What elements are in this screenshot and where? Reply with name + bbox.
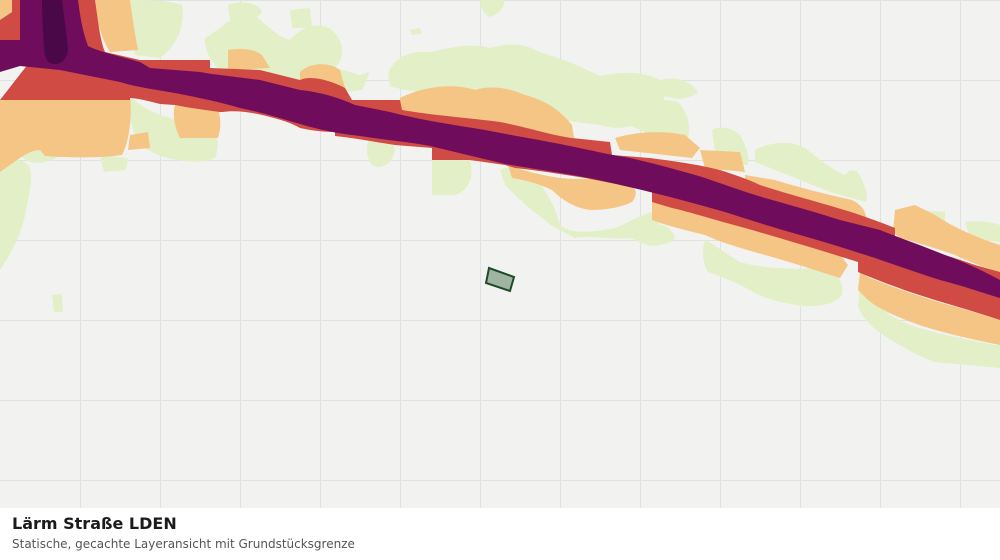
noise-map[interactable] — [0, 0, 1000, 508]
noise-band-purple — [0, 0, 1000, 298]
parcel-boundary[interactable] — [484, 266, 516, 293]
map-title: Lärm Straße LDEN — [12, 514, 177, 533]
noise-band-dark-purple — [42, 0, 68, 64]
map-canvas — [0, 0, 1000, 508]
map-subtitle: Statische, gecachte Layeransicht mit Gru… — [12, 537, 355, 551]
map-caption: Lärm Straße LDEN Statische, gecachte Lay… — [0, 508, 1000, 560]
noise-band-light-green — [0, 0, 1000, 368]
noise-band-light-orange — [0, 0, 1000, 345]
